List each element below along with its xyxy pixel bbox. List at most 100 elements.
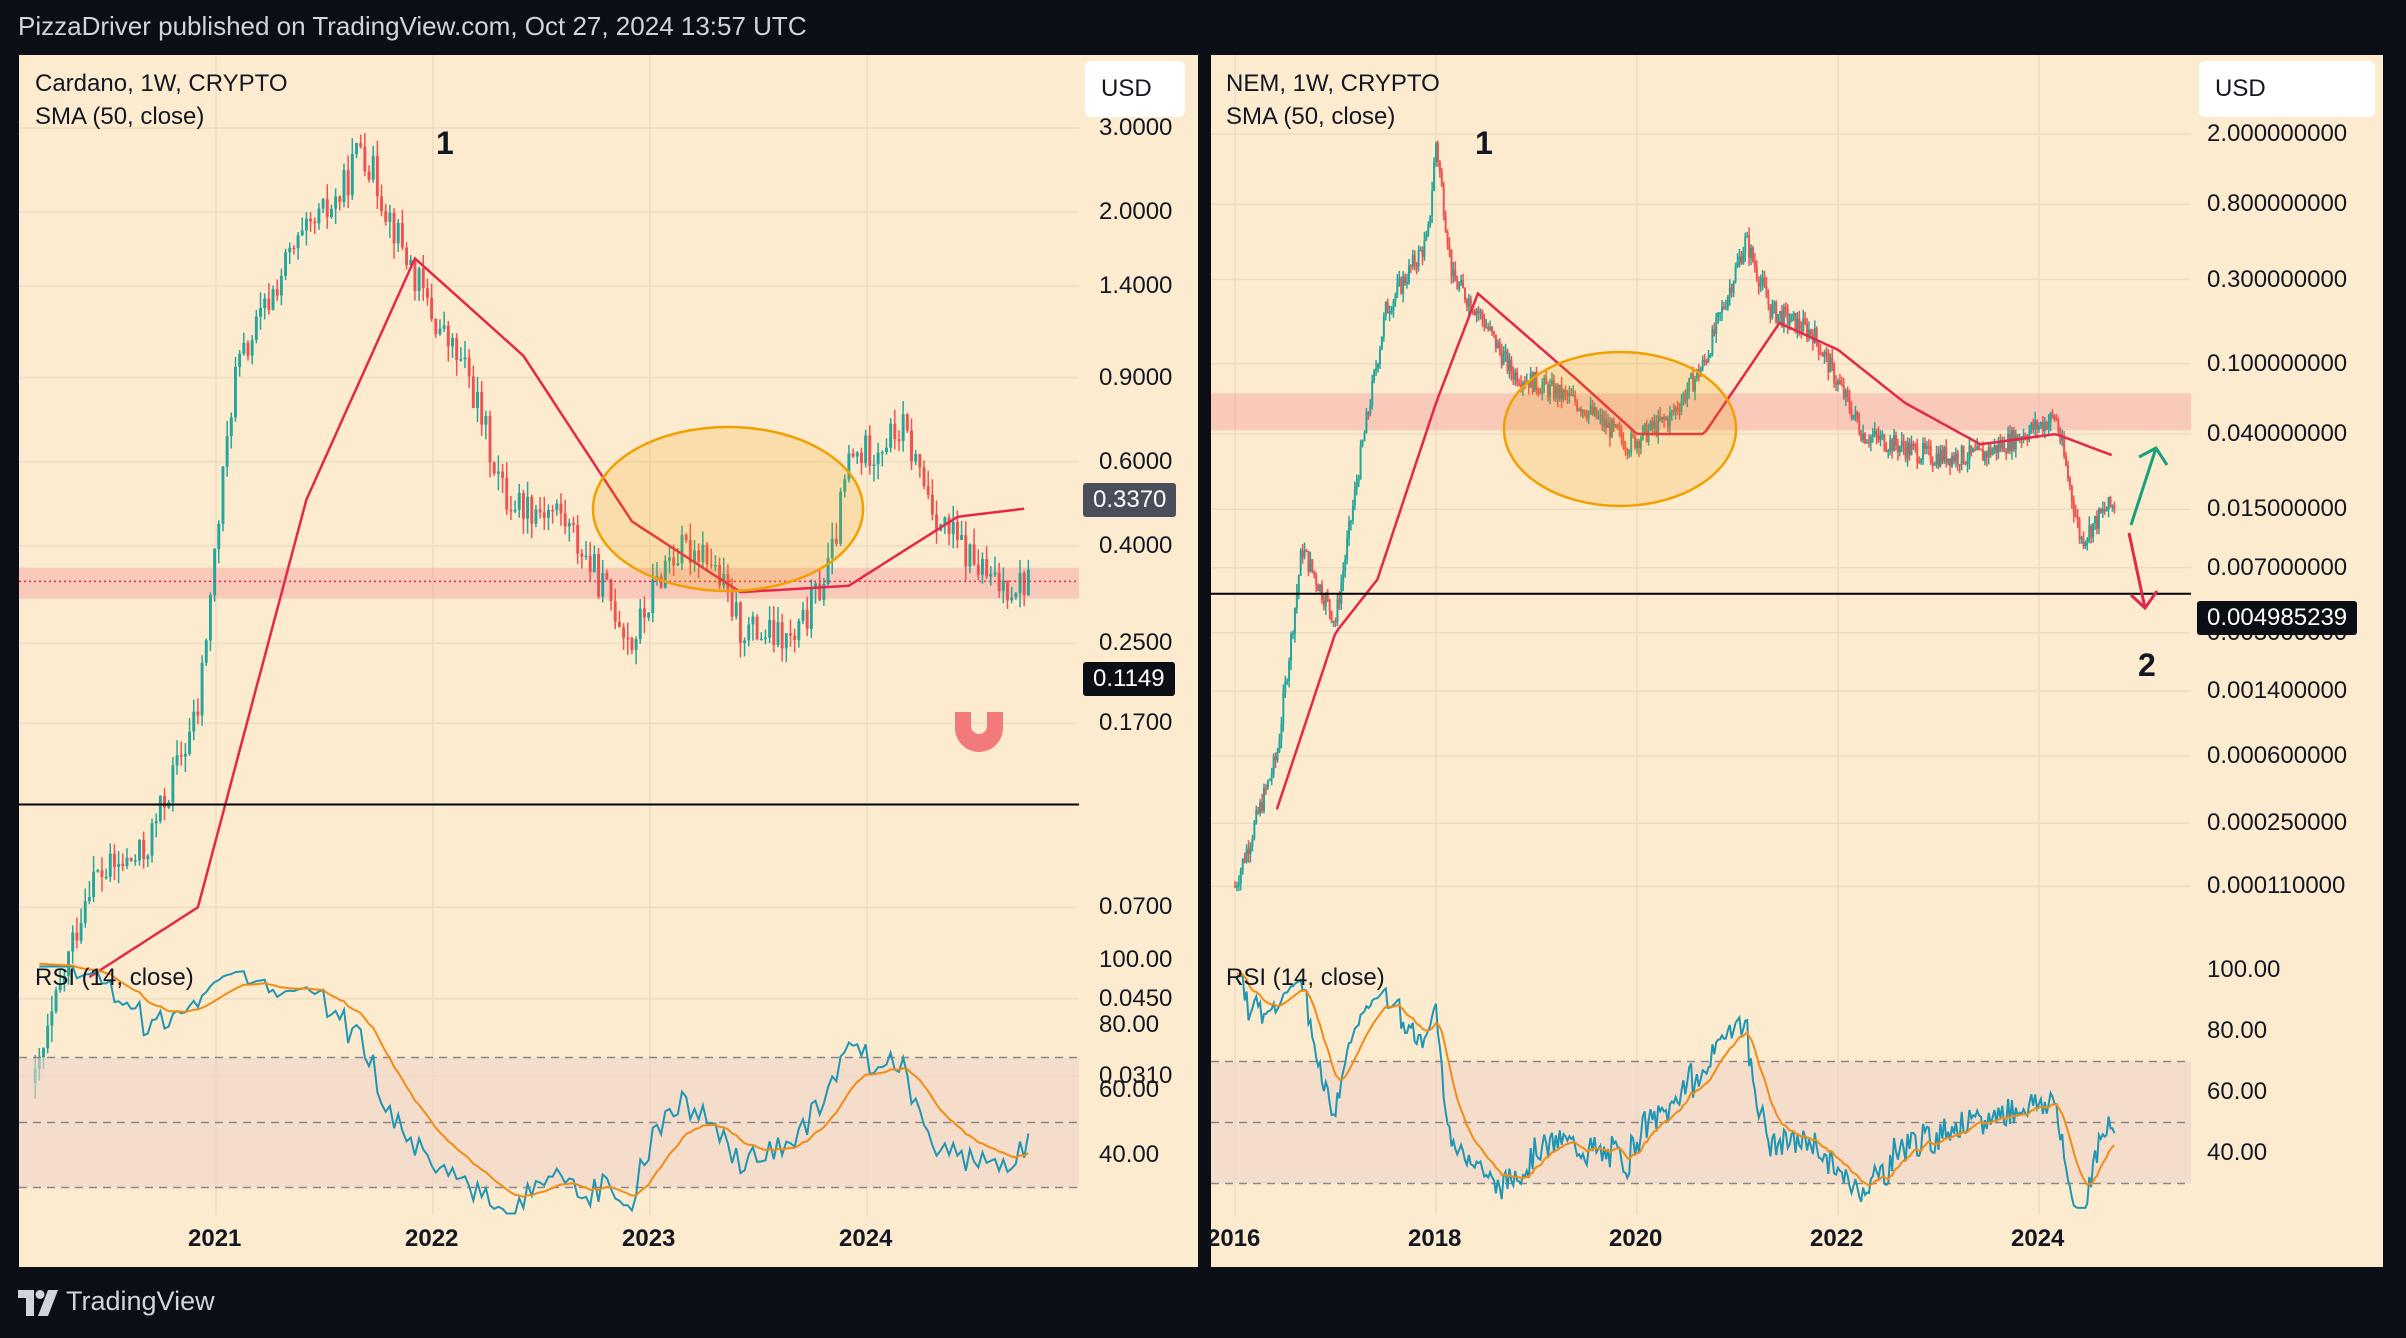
candle-body	[1243, 858, 1246, 862]
candle-body	[1630, 433, 1633, 453]
candle-body	[647, 613, 651, 618]
candle-body	[914, 454, 918, 462]
candle-body	[1435, 142, 1437, 163]
candle-body	[1707, 355, 1710, 362]
candle-body	[1867, 441, 1870, 444]
candle-body	[693, 550, 696, 563]
cardano-chart-canvas[interactable]	[19, 55, 1198, 1267]
currency-button[interactable]: USD	[1085, 61, 1185, 117]
candle-body	[476, 391, 479, 409]
candle-body	[1659, 415, 1662, 420]
candle-body	[1344, 559, 1347, 572]
candle-body	[613, 601, 617, 622]
candle-body	[1612, 420, 1615, 426]
candle-body	[1672, 410, 1675, 413]
candle-body	[1578, 408, 1581, 411]
candle-body	[1900, 440, 1903, 447]
magnet-icon[interactable]	[949, 700, 1009, 760]
candle-body	[1864, 433, 1867, 444]
candle-body	[2063, 438, 2066, 457]
price-axis-label: 0.100000000	[2207, 349, 2348, 377]
candle-body	[843, 479, 847, 492]
nem-chart-panel[interactable]: NEM, 1W, CRYPTO SMA (50, close) USD 1 2 …	[1207, 55, 2383, 1267]
candle-body	[864, 435, 868, 464]
candle-body	[1006, 580, 1009, 601]
candle-body	[726, 574, 730, 590]
candle-body	[1568, 393, 1571, 397]
candle-body	[822, 583, 826, 600]
candle-body	[1632, 433, 1635, 436]
price-axis-label: 3.0000	[1099, 114, 1173, 141]
candle-body	[1941, 450, 1944, 462]
candle-body	[1558, 384, 1561, 399]
candle-body	[651, 579, 655, 614]
candle-body	[1276, 751, 1279, 761]
candle-body	[2078, 520, 2081, 539]
candle-body	[1956, 453, 1959, 465]
candle-body	[1433, 162, 1436, 191]
candle-body	[1367, 412, 1370, 415]
candle-body	[1483, 319, 1486, 328]
candle-body	[1908, 442, 1911, 455]
candle-body	[1825, 352, 1828, 354]
candle-body	[1282, 692, 1285, 724]
candle-body	[876, 452, 880, 465]
candle-body	[1610, 420, 1613, 438]
candle-body	[1823, 352, 1826, 357]
candle-body	[2045, 422, 2048, 430]
candle-body	[1543, 377, 1546, 385]
cardano-chart-panel[interactable]: Cardano, 1W, CRYPTO SMA (50, close) USD …	[19, 55, 1198, 1267]
candle-body	[192, 711, 196, 732]
time-axis-label: 2024	[2011, 1225, 2065, 1252]
candle-body	[1280, 723, 1283, 741]
candle-body	[1566, 392, 1569, 397]
rsi-axis-label: 100.00	[2207, 956, 2281, 983]
candle-body	[367, 171, 371, 180]
candle-body	[672, 557, 676, 566]
candle-body	[1378, 349, 1381, 365]
candle-body	[910, 430, 913, 462]
candle-body	[1319, 584, 1322, 592]
candle-body	[2057, 419, 2060, 433]
candle-body	[1436, 142, 1439, 163]
candle-body	[1463, 288, 1466, 301]
candle-body	[738, 602, 742, 643]
candle-body	[1500, 350, 1503, 365]
candle-body	[1026, 569, 1030, 596]
candle-body	[1664, 418, 1667, 420]
candle-body	[1605, 418, 1608, 428]
candle-body	[1014, 593, 1018, 598]
candle-body	[501, 471, 505, 478]
symbol-title[interactable]: NEM, 1W, CRYPTO	[1226, 70, 1440, 97]
candle-body	[1307, 551, 1310, 572]
nem-chart-canvas[interactable]	[1211, 55, 2383, 1267]
candle-body	[1898, 446, 1901, 453]
candle-body	[183, 753, 187, 757]
candle-body	[1415, 265, 1418, 267]
candle-body	[1521, 382, 1524, 387]
candle-body	[309, 218, 313, 222]
candle-body	[1775, 302, 1778, 323]
annotation-1: 1	[436, 125, 454, 161]
symbol-title[interactable]: Cardano, 1W, CRYPTO	[35, 70, 288, 97]
candle-body	[138, 839, 141, 861]
rsi-legend[interactable]: RSI (14, close)	[1226, 964, 1385, 991]
candle-body	[1330, 611, 1333, 622]
rsi-legend[interactable]: RSI (14, close)	[35, 964, 194, 991]
price-axis-label: 0.6000	[1099, 447, 1173, 475]
tradingview-logo-icon	[18, 1290, 58, 1316]
candle-body	[968, 544, 972, 567]
candle-body	[1661, 416, 1664, 420]
candle-body	[1881, 434, 1884, 437]
candle-body	[1902, 440, 1905, 448]
price-axis-label: 0.0700	[1099, 893, 1173, 921]
sma-legend[interactable]: SMA (50, close)	[35, 103, 205, 130]
time-axis-label: 2018	[1408, 1225, 1462, 1252]
currency-button[interactable]: USD	[2199, 61, 2375, 117]
candle-body	[705, 544, 709, 565]
candle-body	[1889, 439, 1892, 451]
candle-body	[789, 633, 792, 636]
candle-body	[1954, 453, 1957, 462]
sma-legend[interactable]: SMA (50, close)	[1226, 103, 1396, 130]
candle-body	[1599, 414, 1602, 417]
